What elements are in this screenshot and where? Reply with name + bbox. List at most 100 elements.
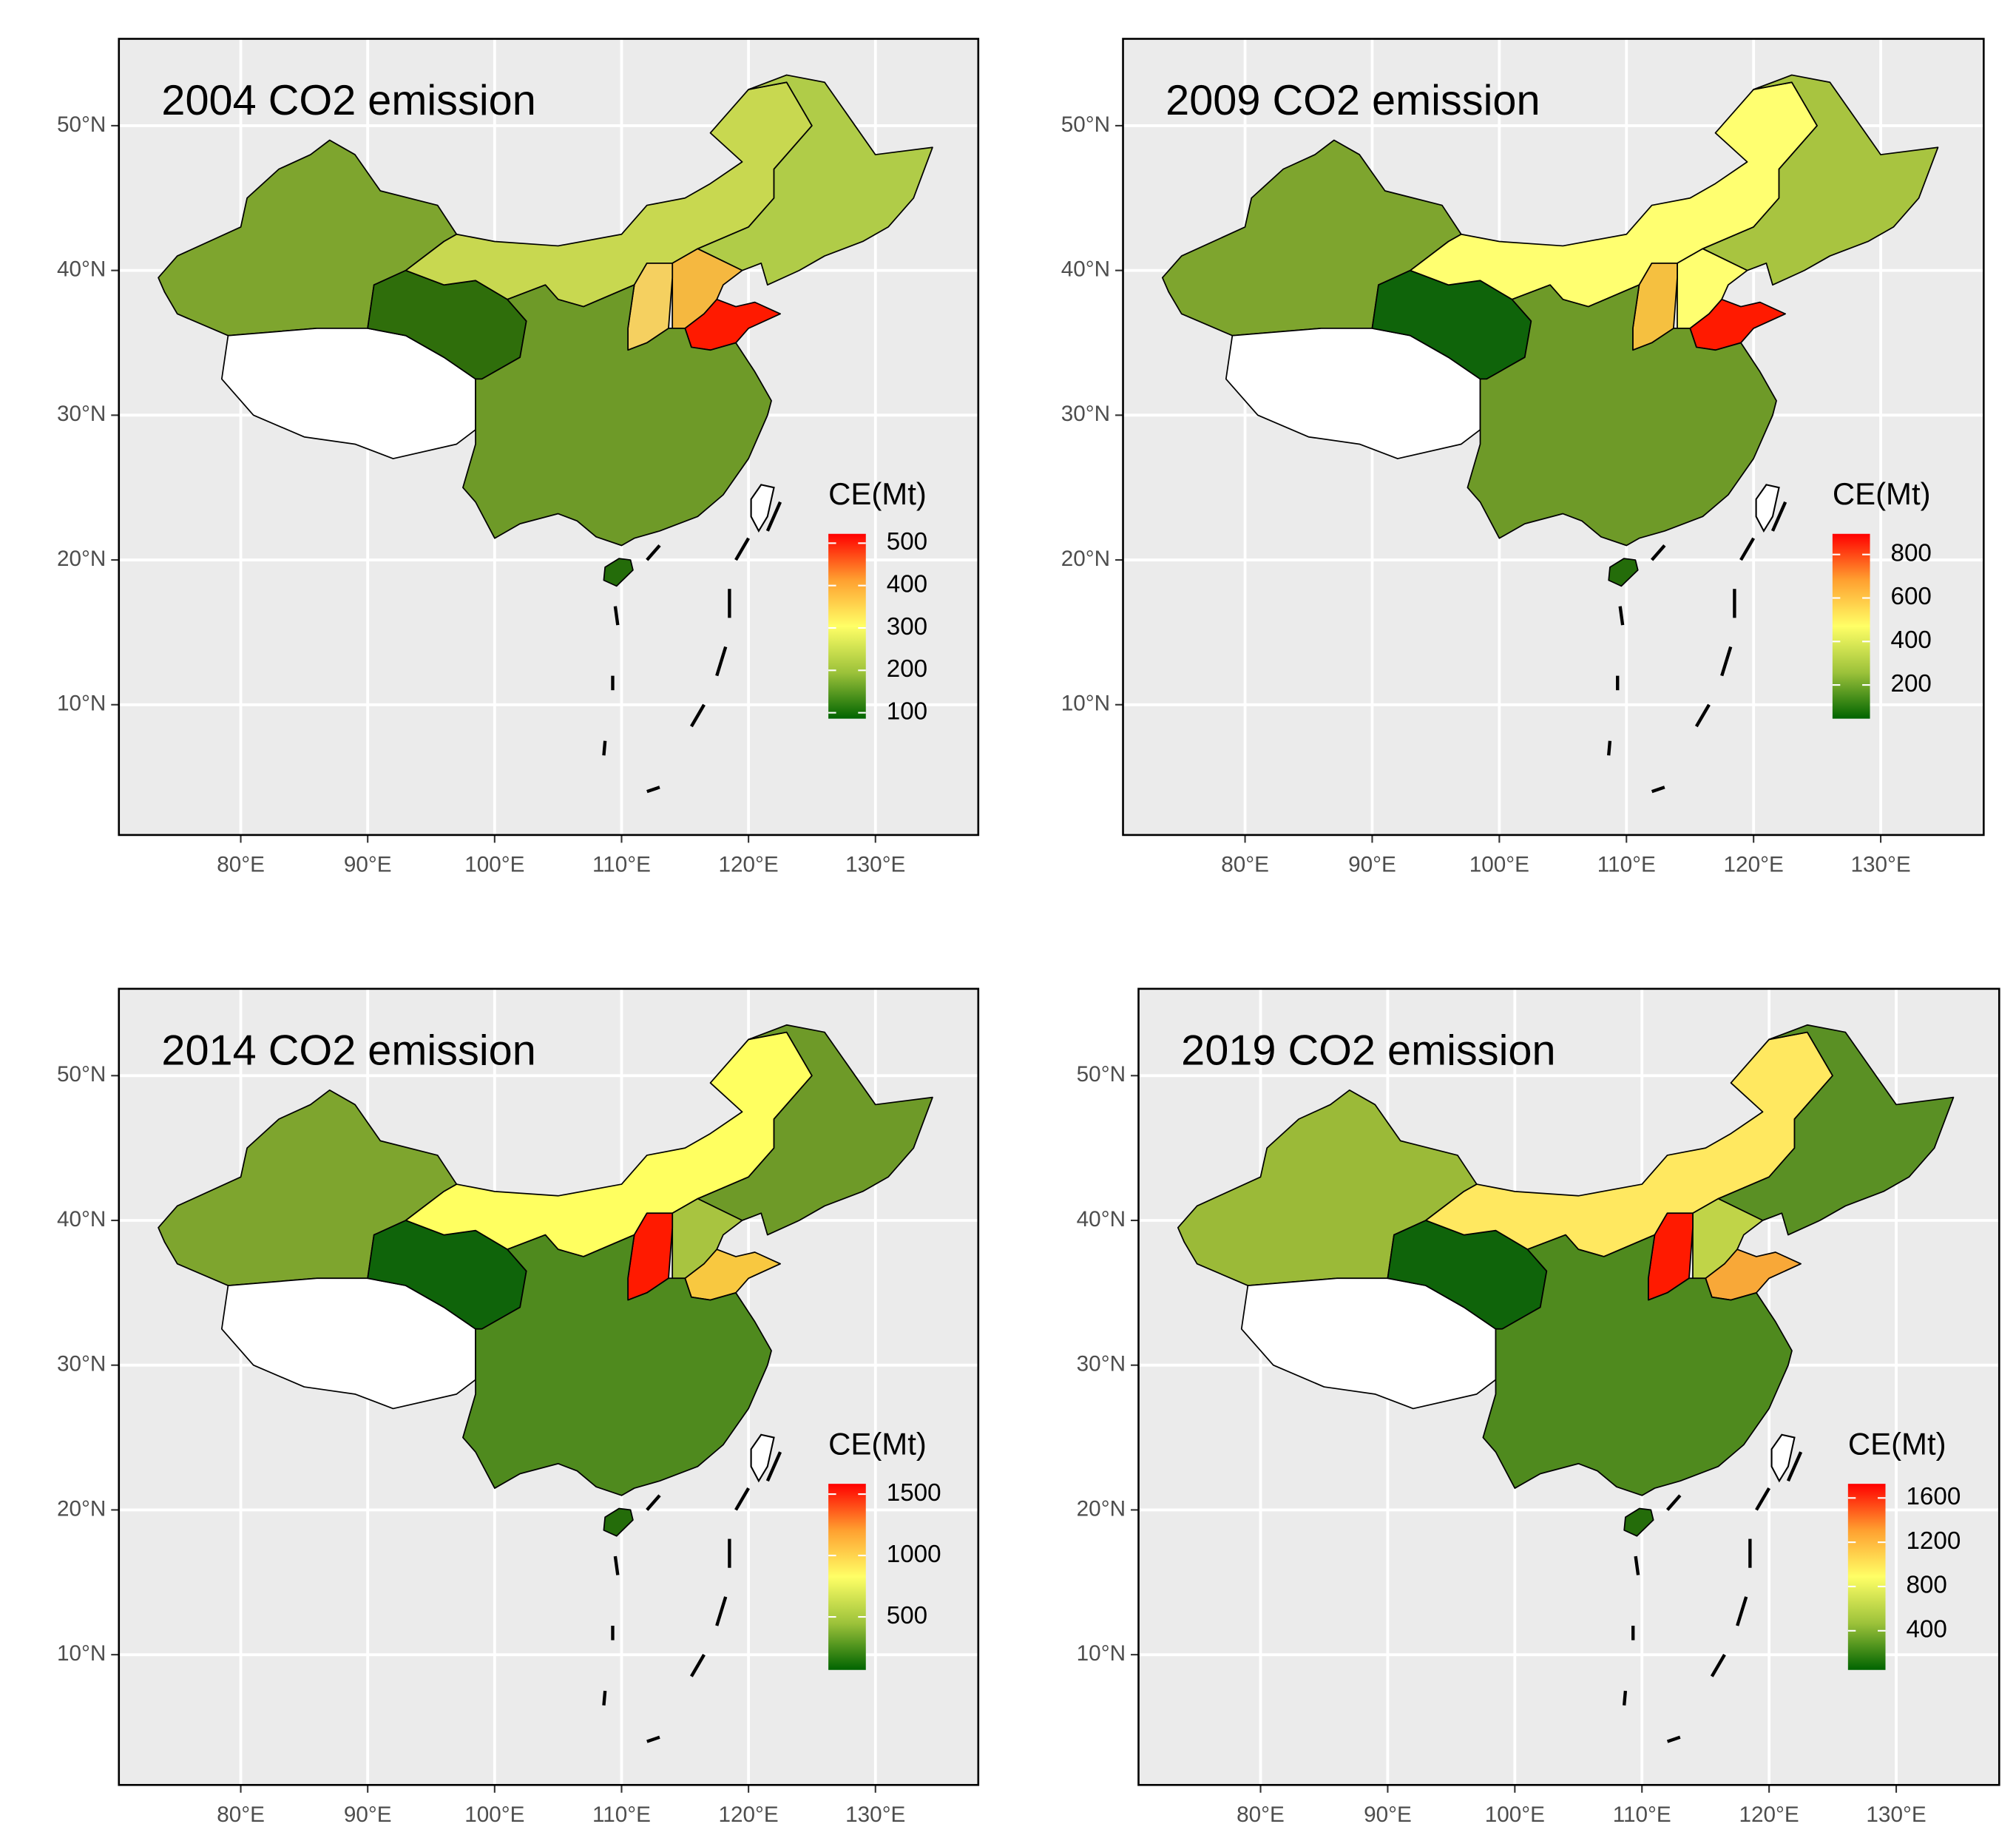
region [462, 1234, 772, 1496]
boundary-dash [1651, 785, 1665, 794]
boundary-dash [765, 501, 782, 532]
boundary-dash [734, 537, 751, 561]
x-tick-label: 90°E [344, 853, 392, 877]
region [462, 284, 772, 547]
legend-tick-label: 400 [887, 570, 927, 598]
x-tick-label: 100°E [1485, 1802, 1545, 1827]
x-tick-label: 110°E [592, 853, 651, 877]
legend-tick-label: 1200 [1906, 1527, 1961, 1555]
boundary-dash [1710, 1654, 1726, 1677]
region [697, 74, 933, 286]
boundary-dash [1665, 1494, 1682, 1511]
boundary-dash [646, 544, 661, 561]
x-tick-label: 110°E [1613, 1802, 1671, 1827]
x-tick-label: 90°E [1348, 853, 1396, 877]
y-tick-label: 10°N [57, 1641, 106, 1666]
x-tick-label: 90°E [344, 1802, 392, 1827]
x-tick-label: 130°E [845, 853, 905, 877]
y-tick-label: 50°N [1061, 112, 1110, 137]
region [697, 1024, 933, 1236]
x-tick-label: 80°E [217, 853, 265, 877]
panel-border [1122, 38, 1985, 837]
x-tick-label: 110°E [1597, 853, 1656, 877]
boundary-dash [1720, 646, 1733, 677]
y-tick-label: 40°N [1077, 1207, 1126, 1231]
y-tick-label: 20°N [57, 1496, 106, 1521]
legend-title: CE(Mt) [828, 476, 927, 511]
y-tick-label: 30°N [1077, 1352, 1126, 1376]
x-tick-label: 80°E [1221, 853, 1269, 877]
colorbar [1847, 1484, 1886, 1670]
boundary-dash [1786, 1451, 1803, 1482]
region [1467, 284, 1777, 547]
boundary-dash [1651, 544, 1666, 561]
map-panel: 80°E 90°E 100°E 110°E 120°E 130°E 10°N 20°N 30°N… [57, 38, 980, 877]
boundary-dash [1736, 1596, 1748, 1626]
legend-tick-label: 300 [887, 613, 927, 641]
y-tick-label: 30°N [57, 1352, 106, 1376]
x-tick-label: 100°E [464, 853, 524, 877]
boundary-dash [613, 1555, 620, 1575]
boundary-dash [715, 1596, 728, 1626]
boundary-dash [1607, 740, 1612, 756]
legend-tick-label: 800 [1890, 539, 1931, 567]
boundary-dash [1739, 537, 1756, 561]
x-tick-label: 100°E [1469, 853, 1529, 877]
legend-tick-label: 200 [1890, 670, 1931, 697]
colorbar [828, 1484, 866, 1670]
island [1770, 1433, 1796, 1483]
map-panel: 80°E 90°E 100°E 110°E 120°E 130°E 10°N 20°N 30°N… [57, 987, 980, 1827]
legend-tick-label: 1000 [887, 1541, 941, 1568]
island [1755, 484, 1780, 533]
legend-tick-label: 1500 [887, 1479, 941, 1507]
boundary-dash [765, 1451, 782, 1482]
y-tick-label: 10°N [57, 692, 106, 716]
legend-tick-label: 1600 [1906, 1483, 1961, 1510]
region [1702, 74, 1939, 286]
x-tick-label: 130°E [1866, 1802, 1926, 1827]
island [750, 484, 775, 533]
y-tick-label: 30°N [57, 402, 106, 426]
x-tick-label: 120°E [719, 853, 779, 877]
region [603, 558, 634, 587]
boundary-dash [613, 606, 620, 626]
boundary-dash [1666, 1735, 1681, 1743]
x-tick-label: 110°E [592, 1802, 651, 1827]
x-tick-label: 120°E [1724, 853, 1784, 877]
legend-tick-label: 800 [1906, 1572, 1946, 1599]
boundary-dash [1770, 501, 1787, 532]
region [1623, 1507, 1654, 1537]
y-tick-label: 50°N [1077, 1062, 1126, 1087]
legend-tick-label: 400 [1906, 1616, 1946, 1643]
panel-title: 2009 CO2 emission [1166, 77, 1540, 124]
legend-title: CE(Mt) [828, 1427, 927, 1462]
boundary-dash [1755, 1487, 1771, 1511]
y-tick-label: 20°N [1061, 547, 1110, 571]
boundary-dash [734, 1487, 751, 1511]
boundary-dash [690, 703, 706, 728]
panel-title: 2004 CO2 emission [161, 77, 535, 124]
x-tick-label: 130°E [1850, 853, 1910, 877]
y-tick-label: 50°N [57, 112, 106, 137]
boundary-dash [690, 1654, 706, 1677]
region [1608, 558, 1639, 587]
x-tick-label: 80°E [1237, 1802, 1285, 1827]
panel-border [1137, 987, 2000, 1786]
panel-title: 2019 CO2 emission [1181, 1027, 1555, 1074]
region [1482, 1234, 1793, 1496]
y-tick-label: 10°N [1077, 1641, 1126, 1666]
legend-title: CE(Mt) [1833, 476, 1931, 511]
y-tick-label: 20°N [57, 547, 106, 571]
y-tick-label: 50°N [57, 1062, 106, 1087]
y-tick-label: 30°N [1061, 402, 1110, 426]
panel-border [118, 38, 980, 837]
boundary-dash [646, 1735, 660, 1743]
y-tick-label: 40°N [1061, 257, 1110, 281]
boundary-dash [602, 740, 607, 756]
y-tick-label: 20°N [1077, 1496, 1126, 1521]
boundary-dash [1622, 1690, 1628, 1706]
boundary-dash [1694, 703, 1711, 728]
panel-title: 2014 CO2 emission [161, 1027, 535, 1074]
boundary-dash [1618, 606, 1625, 626]
